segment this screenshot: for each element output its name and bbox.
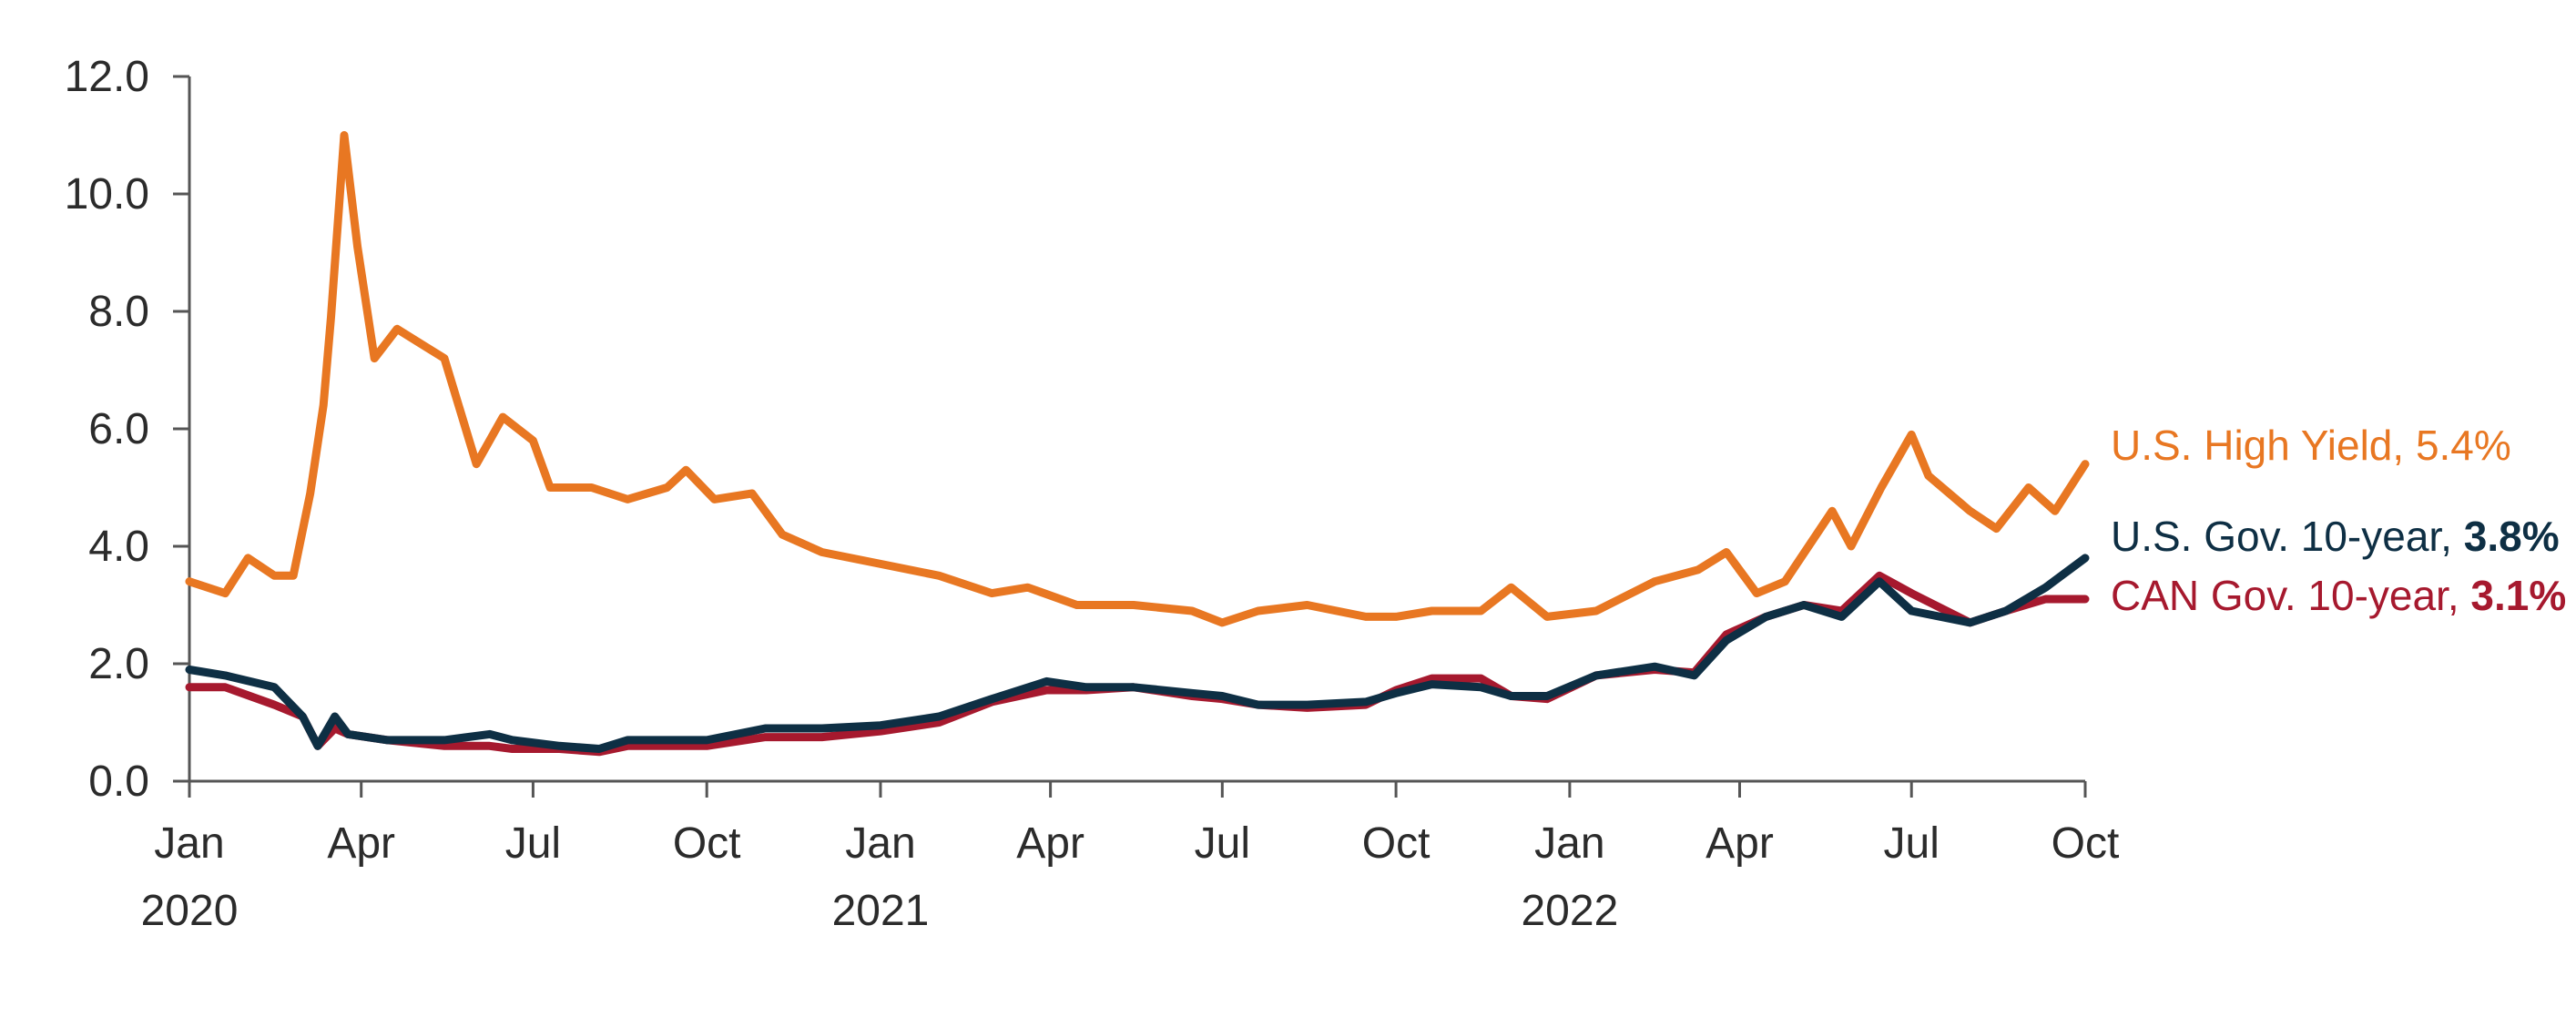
y-tick-label: 6.0 (88, 405, 149, 453)
x-tick-year-label: 2021 (832, 887, 930, 935)
x-tick-label: Oct (2052, 819, 2120, 868)
series-labels: U.S. High Yield, 5.4% U.S. Gov. 10-year, … (2111, 422, 2566, 619)
series-label-name: CAN Gov. 10-year, (2111, 572, 2470, 619)
series-label-name: U.S. High Yield, (2111, 422, 2416, 469)
series-line-u-s-gov-10-year (185, 554, 2090, 753)
x-tick-label: Jan (154, 819, 224, 868)
x-tick-year-label: 2020 (141, 887, 239, 935)
series-label: U.S. Gov. 10-year, 3.8% (2111, 513, 2560, 560)
y-tick-label: 12.0 (65, 53, 149, 101)
series-group (185, 131, 2090, 757)
x-tick-label: Apr (1016, 819, 1084, 868)
y-tick-label: 4.0 (88, 523, 149, 571)
y-tick-label: 10.0 (65, 170, 149, 219)
x-tick-label: Apr (1705, 819, 1774, 868)
series-label-value: 5.4% (2416, 422, 2511, 469)
series-line-u-s-high-yield (185, 131, 2090, 627)
y-tick-label: 8.0 (88, 288, 149, 336)
x-tick-label: Jul (1195, 819, 1250, 868)
x-axis: Jan 2020 Apr Jul Oct Jan 2021 Apr Jul Oct Jan 2022 A… (141, 779, 2120, 935)
series-label: CAN Gov. 10-year, 3.1% (2111, 572, 2566, 619)
series-label-name: U.S. Gov. 10-year, (2111, 513, 2464, 560)
x-tick-label: Jan (845, 819, 915, 868)
series-label-value: 3.8% (2464, 513, 2560, 560)
y-axis: 0.0 2.0 4.0 6.0 8.0 10.0 12.0 (65, 53, 191, 806)
x-tick-label: Oct (673, 819, 741, 868)
series-label: U.S. High Yield, 5.4% (2111, 422, 2511, 469)
x-tick-year-label: 2022 (1521, 887, 1618, 935)
series-label-value: 3.1% (2470, 572, 2566, 619)
x-tick-label: Jul (1884, 819, 1940, 868)
x-tick-label: Oct (1362, 819, 1431, 868)
y-tick-label: 2.0 (88, 640, 149, 688)
x-tick-label: Jan (1534, 819, 1604, 868)
x-tick-label: Jul (505, 819, 561, 868)
x-tick-label: Apr (327, 819, 395, 868)
y-tick-label: 0.0 (88, 758, 149, 806)
